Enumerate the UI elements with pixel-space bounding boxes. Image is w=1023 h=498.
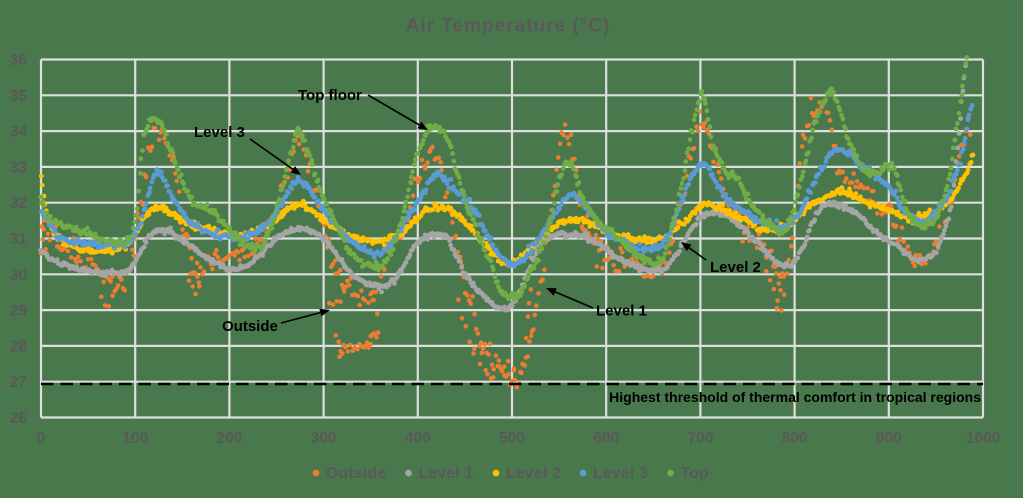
- svg-text:35: 35: [10, 88, 28, 105]
- svg-text:Highest threshold of thermal c: Highest threshold of thermal comfort in …: [609, 389, 981, 405]
- svg-text:Level 1: Level 1: [419, 465, 474, 482]
- svg-text:Level 2: Level 2: [506, 465, 561, 482]
- svg-text:200: 200: [216, 430, 242, 447]
- svg-text:1000: 1000: [966, 430, 1000, 447]
- svg-text:100: 100: [122, 430, 148, 447]
- svg-text:700: 700: [687, 430, 713, 447]
- svg-text:900: 900: [876, 430, 902, 447]
- svg-text:800: 800: [782, 430, 808, 447]
- svg-text:Outside: Outside: [326, 465, 387, 482]
- svg-text:Top: Top: [681, 465, 709, 482]
- svg-text:33: 33: [10, 159, 28, 176]
- svg-text:Level 1: Level 1: [596, 303, 647, 320]
- svg-text:28: 28: [10, 338, 28, 355]
- svg-text:600: 600: [593, 430, 619, 447]
- svg-text:26: 26: [10, 410, 28, 427]
- svg-text:36: 36: [10, 52, 28, 69]
- svg-text:Top floor: Top floor: [298, 87, 362, 104]
- svg-text:400: 400: [405, 430, 431, 447]
- svg-text:Level 2: Level 2: [710, 259, 761, 276]
- svg-text:300: 300: [311, 430, 337, 447]
- svg-text:Outside: Outside: [222, 318, 278, 335]
- svg-text:Air Temperature (°C): Air Temperature (°C): [406, 16, 611, 37]
- svg-text:32: 32: [10, 195, 27, 212]
- svg-text:29: 29: [10, 303, 28, 320]
- svg-text:Level 3: Level 3: [194, 124, 245, 141]
- svg-text:34: 34: [10, 124, 28, 141]
- svg-text:30: 30: [10, 267, 27, 284]
- svg-text:Level 3: Level 3: [593, 465, 648, 482]
- svg-text:500: 500: [499, 430, 525, 447]
- svg-text:31: 31: [10, 231, 28, 248]
- svg-text:0: 0: [37, 430, 46, 447]
- svg-text:27: 27: [10, 374, 27, 391]
